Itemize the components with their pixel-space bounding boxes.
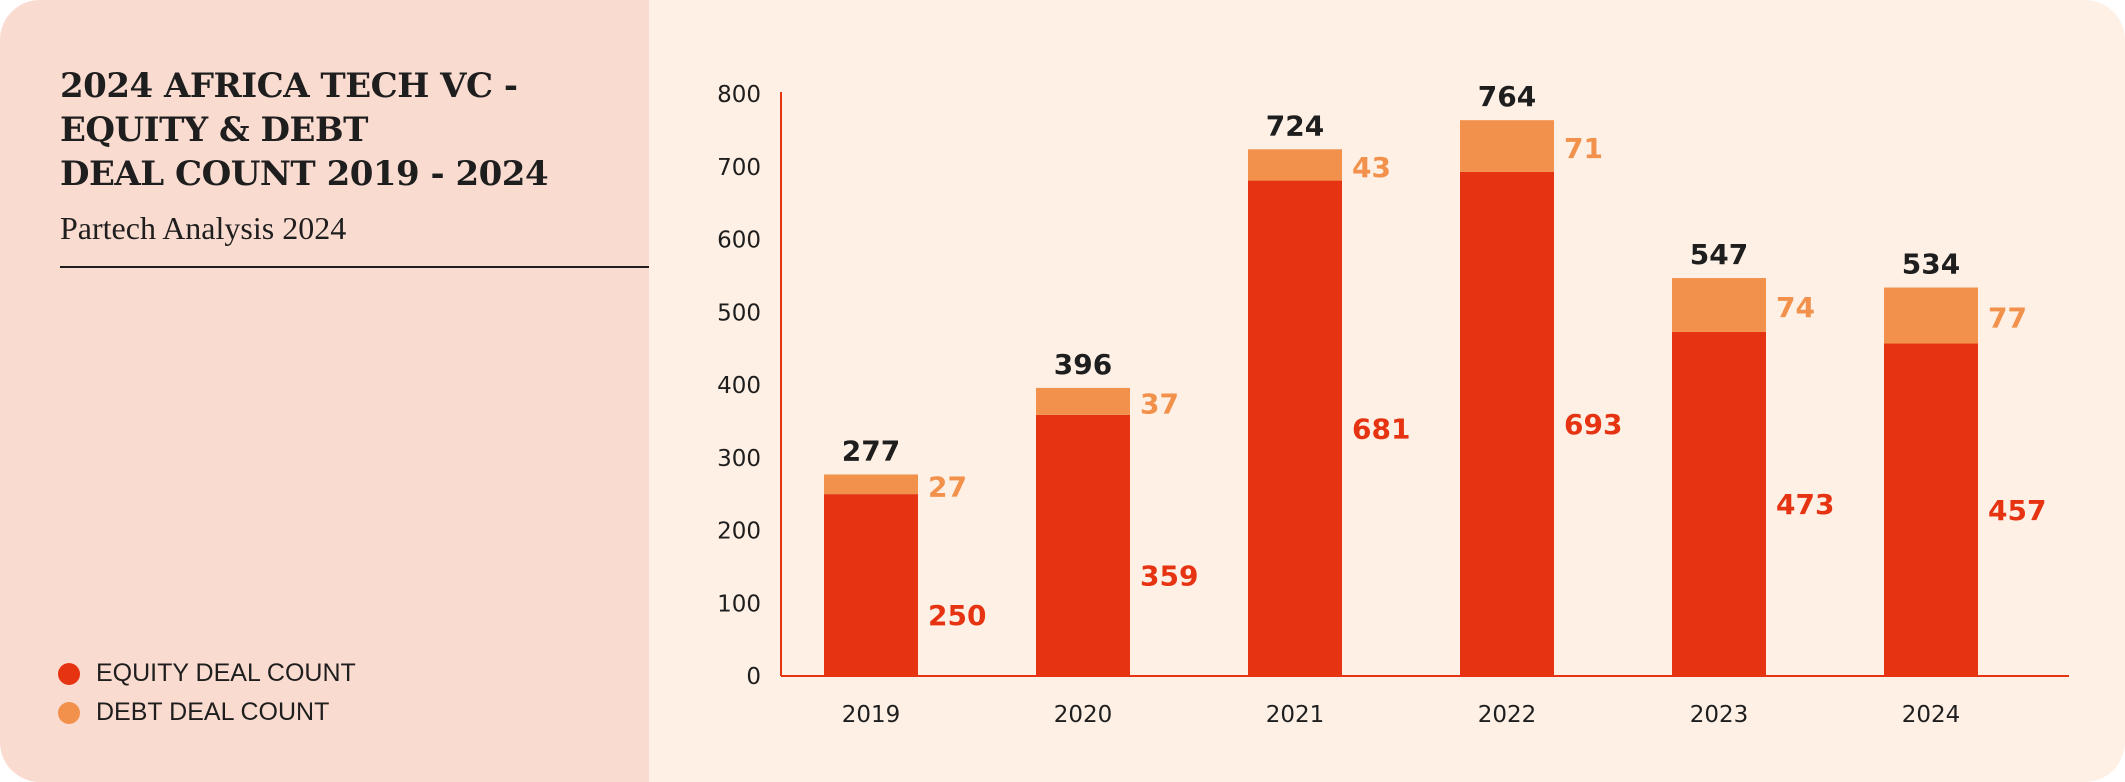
bar-debt	[1460, 120, 1554, 172]
bar-equity	[1036, 414, 1130, 676]
bar-debt	[1672, 278, 1766, 332]
x-tick-label: 2022	[1478, 702, 1537, 728]
divider	[60, 266, 649, 268]
debt-value-label: 71	[1564, 132, 1603, 165]
equity-value-label: 693	[1564, 408, 1622, 441]
equity-value-label: 359	[1140, 559, 1198, 592]
chart-title: 2024 AFRICA TECH VC - EQUITY & DEBT DEAL…	[60, 64, 549, 196]
legend-item-debt: DEBT DEAL COUNT	[58, 693, 356, 732]
bar-equity	[1460, 171, 1554, 676]
debt-value-label: 43	[1352, 151, 1391, 184]
y-tick-label: 500	[717, 300, 761, 326]
total-label: 534	[1902, 248, 1960, 281]
equity-value-label: 457	[1988, 494, 2046, 527]
debt-value-label: 37	[1140, 387, 1179, 420]
bar-equity	[1672, 331, 1766, 676]
bar-debt	[824, 474, 918, 495]
y-tick-label: 800	[717, 82, 761, 108]
legend-swatch-debt	[58, 701, 80, 724]
title-line: DEAL COUNT 2019 - 2024	[60, 154, 549, 194]
bar-debt	[1036, 387, 1130, 415]
x-tick-label: 2021	[1266, 702, 1325, 728]
total-label: 277	[842, 434, 900, 467]
equity-value-label: 473	[1776, 488, 1834, 521]
chart-subtitle: Partech Analysis 2024	[60, 210, 347, 246]
x-tick-label: 2019	[842, 702, 901, 728]
legend-item-equity: EQUITY DEAL COUNT	[58, 654, 356, 693]
x-tick-label: 2023	[1690, 702, 1749, 728]
y-tick-label: 600	[717, 228, 761, 254]
equity-value-label: 250	[928, 599, 986, 632]
equity-value-label: 681	[1352, 412, 1410, 445]
total-label: 396	[1054, 348, 1112, 381]
y-tick-label: 300	[717, 446, 761, 472]
total-label: 547	[1690, 238, 1748, 271]
debt-value-label: 27	[928, 470, 967, 503]
bar-debt	[1884, 287, 1978, 344]
title-line: 2024 AFRICA TECH VC -	[60, 66, 518, 106]
debt-value-label: 74	[1776, 291, 1815, 324]
y-tick-label: 200	[717, 519, 761, 545]
x-tick-label: 2024	[1902, 702, 1961, 728]
y-tick-label: 400	[717, 373, 761, 399]
info-panel: 2024 AFRICA TECH VC - EQUITY & DEBT DEAL…	[0, 0, 649, 782]
legend-label: DEBT DEAL COUNT	[96, 698, 330, 726]
y-tick-label: 0	[746, 664, 761, 690]
y-tick-label: 700	[717, 155, 761, 181]
legend: EQUITY DEAL COUNT DEBT DEAL COUNT	[58, 654, 356, 732]
total-label: 724	[1266, 109, 1324, 142]
legend-label: EQUITY DEAL COUNT	[96, 659, 356, 687]
bar-debt	[1248, 149, 1342, 181]
total-label: 764	[1478, 80, 1536, 113]
bar-equity	[1248, 180, 1342, 676]
x-tick-label: 2020	[1054, 702, 1113, 728]
debt-value-label: 77	[1988, 302, 2027, 335]
legend-swatch-equity	[58, 662, 80, 685]
bar-equity	[824, 494, 918, 676]
y-tick-label: 100	[717, 591, 761, 617]
title-line: EQUITY & DEBT	[60, 110, 368, 150]
bar-equity	[1884, 343, 1978, 676]
